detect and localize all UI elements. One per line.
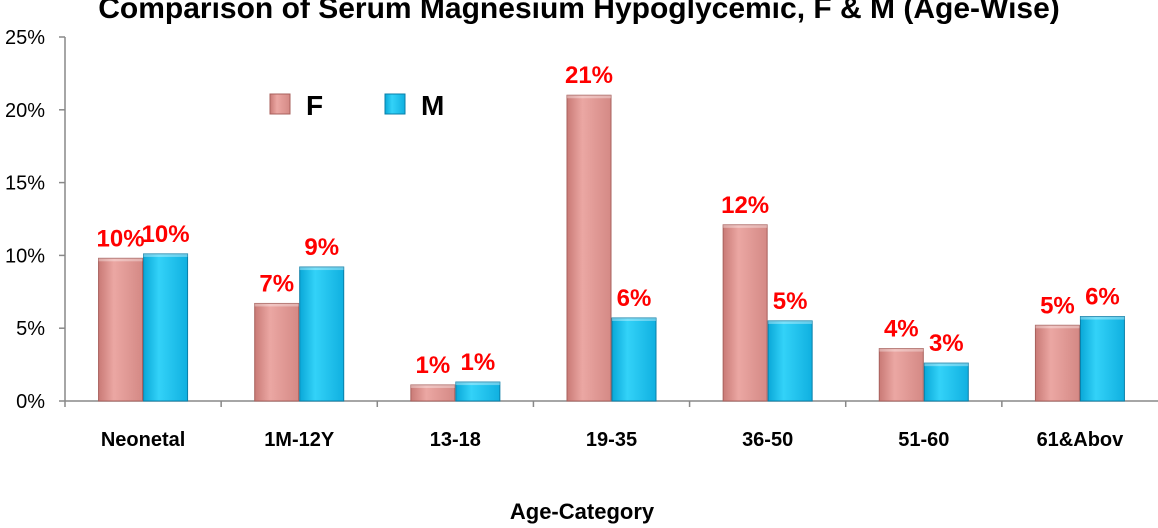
y-tick-label: 15% — [5, 173, 45, 195]
bar-f — [98, 257, 144, 402]
bar-f — [254, 302, 300, 402]
data-label-f: 5% — [1040, 292, 1075, 319]
data-label-m: 3% — [929, 330, 964, 357]
bar-highlight — [567, 95, 611, 99]
legend-label-m: M — [421, 90, 444, 121]
bar-f — [722, 224, 768, 402]
bar-m — [767, 320, 813, 402]
x-tick-label: 36-50 — [742, 429, 793, 451]
y-tick-label: 20% — [5, 100, 45, 122]
data-label-f: 4% — [884, 316, 919, 343]
bar-highlight — [879, 348, 924, 352]
bar-highlight — [1080, 316, 1125, 320]
bar-m — [611, 317, 657, 402]
chart-title: Comparison of Serum Magnesium Hypoglycem… — [98, 0, 1060, 25]
x-tick-label: Neonetal — [101, 429, 185, 451]
data-label-m: 10% — [142, 221, 190, 248]
bar-m — [143, 253, 189, 402]
data-label-f: 7% — [259, 270, 294, 297]
data-label-m: 9% — [304, 234, 339, 261]
bar-m — [455, 381, 501, 402]
data-label-f: 21% — [565, 62, 613, 89]
x-tick-label: 19-35 — [586, 429, 637, 451]
data-label-f: 1% — [416, 352, 451, 379]
bar-highlight — [254, 303, 299, 307]
x-tick-label: 51-60 — [898, 429, 949, 451]
data-label-m: 5% — [773, 288, 808, 315]
x-axis-label: Age-Category — [510, 499, 655, 524]
data-labels: 10%10% 7% 9% 1% 1% 21% 6% 12% 5% 4% 3% 5% 6% — [97, 62, 1120, 379]
bars — [98, 94, 1125, 402]
bar-highlight — [768, 320, 813, 324]
bar-highlight — [924, 363, 969, 367]
legend-label-f: F — [306, 90, 323, 121]
data-label-f: 10% — [97, 225, 145, 252]
bar-f — [878, 348, 924, 402]
y-axis: 0% 5% 10% 15% 20% 25% — [5, 27, 66, 413]
data-label-m: 1% — [461, 349, 496, 376]
x-tick-label: 13-18 — [430, 429, 481, 451]
bar-m — [1079, 316, 1125, 402]
bar-highlight — [410, 384, 455, 388]
bar-highlight — [1035, 325, 1080, 329]
bar-m — [299, 266, 345, 402]
bar-highlight — [723, 224, 768, 228]
x-tick-label: 61&Abov — [1037, 429, 1125, 451]
y-tick-label: 25% — [5, 27, 45, 49]
x-tick-label: 1M-12Y — [264, 429, 335, 451]
legend-swatch-f — [269, 93, 291, 115]
legend-swatch-m — [384, 93, 406, 115]
bar-highlight — [455, 382, 500, 386]
y-tick-label: 5% — [16, 318, 45, 340]
bar-highlight — [299, 267, 344, 271]
data-label-m: 6% — [617, 285, 652, 312]
bar-f — [1034, 324, 1080, 402]
bar-highlight — [612, 318, 656, 322]
bar-highlight — [98, 258, 143, 262]
y-tick-label: 10% — [5, 245, 45, 267]
data-label-m: 6% — [1085, 284, 1120, 311]
bar-f — [410, 384, 456, 402]
data-label-f: 12% — [721, 192, 769, 219]
bar-m — [923, 362, 969, 402]
y-tick-label: 0% — [16, 391, 45, 413]
x-axis: Neonetal 1M-12Y 13-18 19-35 36-50 51-60 61&Abo… — [64, 400, 1158, 451]
bar-f — [566, 94, 612, 402]
bar-highlight — [143, 253, 188, 257]
